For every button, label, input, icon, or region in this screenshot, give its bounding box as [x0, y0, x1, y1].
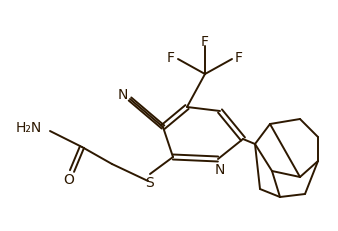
Text: H₂N: H₂N [16, 121, 42, 134]
Text: N: N [118, 88, 128, 102]
Text: F: F [235, 51, 243, 65]
Text: F: F [201, 35, 209, 49]
Text: F: F [167, 51, 175, 65]
Text: N: N [215, 162, 225, 176]
Text: O: O [64, 172, 74, 186]
Text: S: S [145, 175, 153, 189]
